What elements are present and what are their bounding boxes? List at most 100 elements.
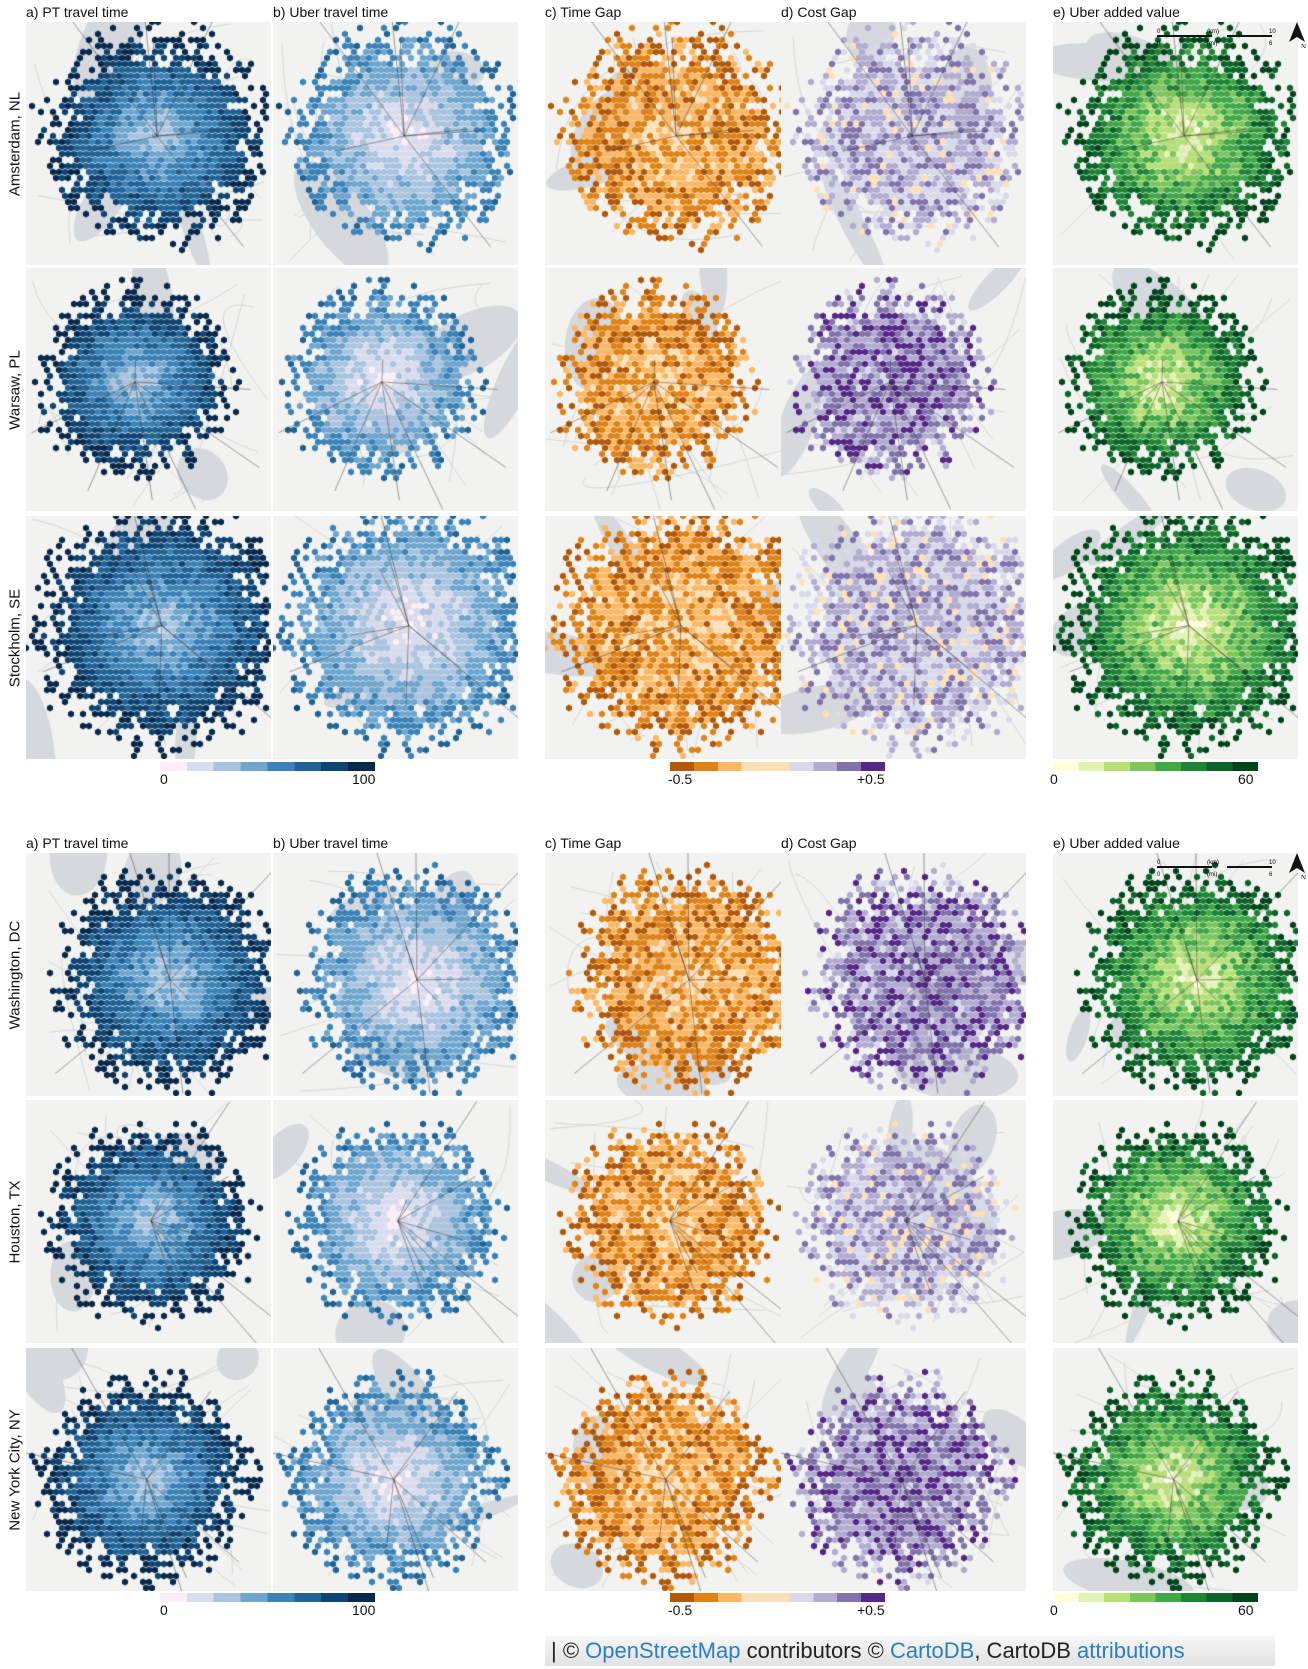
map-canvas bbox=[26, 1348, 271, 1591]
map-canvas bbox=[273, 853, 518, 1096]
city-label: Houston, TX bbox=[6, 1179, 24, 1264]
colorbar-added-value bbox=[1053, 762, 1258, 771]
map-canvas bbox=[26, 516, 271, 759]
map-canvas bbox=[1053, 268, 1298, 511]
map-attribution: | © OpenStreetMap contributors © CartoDB… bbox=[545, 1636, 1275, 1666]
colorbar-gap bbox=[670, 1593, 885, 1602]
attribution-middle: contributors © bbox=[740, 1638, 890, 1663]
map-canvas bbox=[26, 22, 271, 265]
scale-km-max: 10 bbox=[1269, 29, 1276, 35]
map-added bbox=[1053, 22, 1298, 265]
map-canvas bbox=[273, 268, 518, 511]
map-canvas bbox=[273, 516, 518, 759]
north-arrow-icon: N bbox=[1289, 853, 1306, 879]
colorbar-gap-min-label: -0.5 bbox=[668, 771, 693, 787]
scale-mi-max: 6 bbox=[1269, 41, 1273, 47]
city-label: Amsterdam, NL bbox=[6, 91, 24, 196]
map-uber bbox=[273, 1100, 518, 1343]
map-canvas bbox=[273, 22, 518, 265]
scale-mi-unit: (mi) bbox=[1207, 41, 1217, 47]
scale-mi-unit: (mi) bbox=[1207, 872, 1217, 878]
scale-zero-mi: 0 bbox=[1157, 41, 1161, 47]
colorbar-gap bbox=[670, 762, 885, 771]
map-added bbox=[1053, 268, 1298, 511]
map-cgap bbox=[781, 853, 1026, 1096]
map-canvas bbox=[26, 853, 271, 1096]
colorbar-added-value-min-label: 0 bbox=[1050, 771, 1058, 787]
column-title: c) Time Gap bbox=[545, 835, 622, 851]
map-canvas bbox=[545, 268, 790, 511]
column-title: a) PT travel time bbox=[26, 4, 129, 20]
colorbar-added-value-min-label: 0 bbox=[1050, 1602, 1058, 1618]
map-cgap bbox=[781, 22, 1026, 265]
map-cgap bbox=[781, 1348, 1026, 1591]
colorbar-travel-time bbox=[160, 762, 375, 771]
map-canvas bbox=[781, 516, 1026, 759]
map-tgap bbox=[545, 1348, 790, 1591]
scale-bar-mi bbox=[1227, 35, 1272, 37]
map-added bbox=[1053, 853, 1298, 1096]
map-tgap bbox=[545, 268, 790, 511]
map-canvas bbox=[781, 268, 1026, 511]
map-canvas bbox=[1053, 1100, 1298, 1343]
north-label: N bbox=[1301, 874, 1306, 879]
scale-bar-km bbox=[1157, 866, 1212, 868]
map-canvas bbox=[545, 22, 790, 265]
map-canvas bbox=[781, 1348, 1026, 1591]
scale-bar: 0 (km) 10 0 (mi) 6 bbox=[1157, 29, 1276, 47]
colorbar-added-value bbox=[1053, 1593, 1258, 1602]
north-arrow-icon: N bbox=[1289, 22, 1306, 48]
colorbar-gap-max-label: +0.5 bbox=[857, 771, 885, 787]
city-label: Warsaw, PL bbox=[6, 349, 24, 430]
column-title: d) Cost Gap bbox=[781, 835, 857, 851]
column-title: e) Uber added value bbox=[1053, 4, 1180, 20]
column-title: b) Uber travel time bbox=[273, 4, 389, 20]
colorbar-travel-time-min-label: 0 bbox=[160, 771, 168, 787]
openstreetmap-link[interactable]: OpenStreetMap bbox=[585, 1638, 741, 1663]
map-tgap bbox=[545, 516, 790, 759]
map-canvas bbox=[781, 1100, 1026, 1343]
map-canvas bbox=[1053, 853, 1298, 1096]
map-pt bbox=[26, 1348, 271, 1591]
map-uber bbox=[273, 853, 518, 1096]
map-pt bbox=[26, 268, 271, 511]
map-canvas bbox=[26, 1100, 271, 1343]
colorbar-travel-time-min-label: 0 bbox=[160, 1602, 168, 1618]
cartodb-link[interactable]: CartoDB bbox=[889, 1638, 975, 1663]
map-uber bbox=[273, 1348, 518, 1591]
map-canvas bbox=[545, 853, 790, 1096]
map-added bbox=[1053, 1348, 1298, 1591]
map-pt bbox=[26, 22, 271, 265]
column-title: d) Cost Gap bbox=[781, 4, 857, 20]
map-cgap bbox=[781, 1100, 1026, 1343]
city-label: Stockholm, SE bbox=[6, 588, 24, 687]
map-tgap bbox=[545, 22, 790, 265]
north-label: N bbox=[1301, 43, 1306, 48]
colorbar-travel-time bbox=[160, 1593, 375, 1602]
map-canvas bbox=[1053, 1348, 1298, 1591]
map-pt bbox=[26, 1100, 271, 1343]
map-canvas bbox=[781, 853, 1026, 1096]
colorbar-travel-time-max-label: 100 bbox=[352, 1602, 376, 1618]
colorbar-travel-time-max-label: 100 bbox=[352, 771, 376, 787]
column-title: a) PT travel time bbox=[26, 835, 129, 851]
map-uber bbox=[273, 268, 518, 511]
city-label: Washington, DC bbox=[6, 920, 24, 1029]
map-canvas bbox=[545, 1100, 790, 1343]
scale-mi-max: 6 bbox=[1269, 872, 1273, 878]
map-uber bbox=[273, 516, 518, 759]
scale-bar-mi bbox=[1227, 866, 1272, 868]
map-canvas bbox=[545, 516, 790, 759]
scale-km-unit: (km) bbox=[1207, 29, 1219, 35]
map-tgap bbox=[545, 853, 790, 1096]
scale-zero-km: 0 bbox=[1157, 860, 1161, 866]
scale-bar-km bbox=[1157, 35, 1212, 37]
scale-zero-km: 0 bbox=[1157, 29, 1161, 35]
north-arrow-shape bbox=[1289, 22, 1305, 42]
map-canvas bbox=[26, 268, 271, 511]
map-pt bbox=[26, 853, 271, 1096]
scale-km-max: 10 bbox=[1269, 860, 1276, 866]
attribution-after: , CartoDB bbox=[974, 1638, 1078, 1663]
attributions-link[interactable]: attributions bbox=[1077, 1638, 1185, 1663]
colorbar-gap-max-label: +0.5 bbox=[857, 1602, 885, 1618]
